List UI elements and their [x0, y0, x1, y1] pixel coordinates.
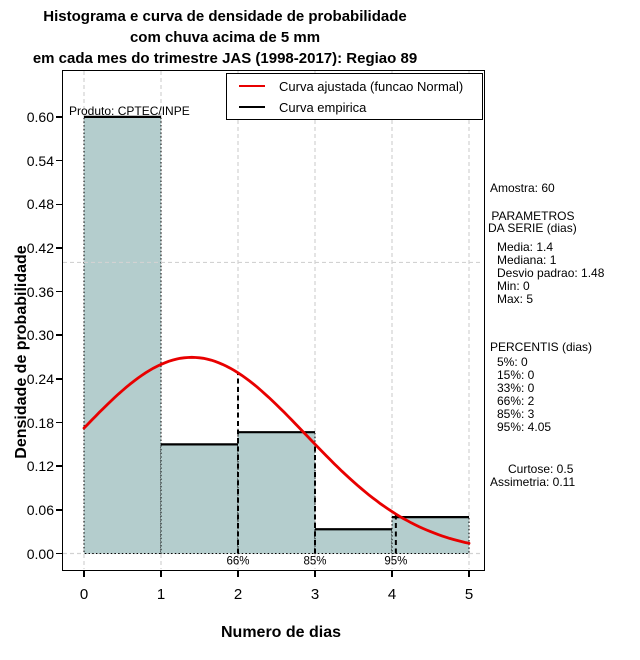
fitted-normal-curve	[82, 355, 471, 545]
stats-line: PARAMETROS	[488, 209, 575, 223]
y-axis-tick	[56, 552, 63, 555]
y-axis-tick	[56, 290, 63, 293]
y-axis-tick-label: 0.42	[26, 239, 54, 256]
stats-line: 95%: 4.05	[497, 420, 552, 434]
y-axis-tick-label: 0.06	[26, 501, 54, 518]
stats-line: Assimetria: 0.11	[490, 474, 576, 489]
parameters-list: Media: 1.4 Mediana: 1 Desvio padrao: 1.48 M…	[497, 241, 604, 306]
y-axis-tick-label: 0.18	[26, 414, 54, 431]
y-axis-tick	[56, 203, 63, 205]
legend-item: Curva ajustada (funcao Normal)	[227, 76, 482, 97]
legend-label: Curva empirica	[279, 99, 367, 115]
legend-box: Curva ajustada (funcao Normal) Curva empi…	[226, 73, 483, 120]
x-axis-tick-label: 3	[310, 586, 320, 603]
stats-line: 5%: 0	[497, 355, 528, 369]
y-axis-tick-label: 0.54	[26, 152, 54, 169]
y-axis-tick	[56, 465, 63, 467]
percentile-label-66%: 66%	[226, 556, 249, 568]
stats-line: 15%: 0	[497, 368, 535, 382]
y-axis-tick	[56, 334, 63, 336]
histogram-bar	[83, 116, 162, 554]
legend-line-swatch	[239, 84, 265, 88]
x-axis-title: Numero de dias	[220, 624, 342, 641]
histogram-plot: 66% 85% 95%	[63, 71, 483, 569]
stats-line: Desvio padrao: 1.48	[497, 266, 605, 280]
percentiles-header: PERCENTIS (dias)	[490, 340, 593, 354]
stats-line: Max: 5	[497, 292, 534, 306]
y-axis-tick	[56, 509, 63, 511]
y-axis-tick	[56, 159, 63, 162]
y-axis-tick	[56, 247, 63, 249]
y-axis-tick-label: 0.36	[26, 283, 54, 300]
chart-title-line1: Histograma e curva de densidade de proba…	[43, 8, 407, 25]
stats-line: Curtose: 0.5	[508, 462, 574, 476]
chart-title-line3: em cada mes do trimestre JAS (1998-2017)…	[32, 50, 418, 67]
parameters-header: PARAMETROS DA SERIE (dias)	[488, 209, 577, 235]
x-axis-tick	[468, 569, 470, 577]
stats-line: Mediana: 1	[497, 253, 557, 267]
x-axis-tick	[160, 569, 162, 577]
histogram-bar	[237, 431, 316, 554]
x-axis-tick	[314, 569, 316, 577]
y-axis-tick-label: 0.24	[26, 370, 54, 387]
legend-label: Curva ajustada (funcao Normal)	[279, 78, 464, 94]
y-axis-tick	[56, 116, 63, 118]
legend-line-swatch	[239, 105, 265, 109]
stats-line: Min: 0	[497, 279, 530, 293]
y-axis-tick-label: 0.30	[26, 327, 54, 344]
watermark-label: Produto: CPTEC/INPE	[69, 104, 190, 118]
sample-size-label: Amostra: 60	[490, 181, 555, 195]
legend-item: Curva empirica	[227, 97, 482, 118]
percentile-label-85%: 85%	[303, 556, 326, 568]
histogram-bar	[391, 516, 470, 554]
histogram-bar	[314, 528, 393, 554]
x-axis-tick-label: 2	[233, 586, 243, 603]
y-axis-tick	[56, 421, 63, 424]
chart-title-line2: com chuva acima de 5 mm	[129, 29, 321, 46]
x-axis-tick-label: 4	[387, 586, 397, 603]
x-axis-tick	[237, 569, 239, 577]
y-axis-tick-label: 0.48	[26, 196, 54, 213]
shape-stats-list: Curtose: 0.5 Assimetria: 0.11	[490, 463, 575, 488]
x-axis-tick-label: 5	[464, 586, 474, 603]
stats-line: DA SERIE (dias)	[488, 220, 577, 235]
y-axis-tick	[56, 378, 63, 380]
x-axis-tick	[391, 569, 393, 577]
y-axis-tick-label: 0.00	[26, 545, 54, 562]
histogram-bar	[160, 443, 239, 554]
x-axis-tick-label: 0	[79, 586, 89, 603]
stats-line: 33%: 0	[497, 381, 535, 395]
percentile-label-95%: 95%	[384, 556, 407, 568]
stats-line: 85%: 3	[497, 407, 535, 421]
chart-title: Histograma e curva de densidade de proba…	[0, 6, 450, 69]
stats-line: Media: 1.4	[497, 240, 554, 254]
x-axis-tick-label: 1	[156, 586, 166, 603]
percentiles-list: 5%: 0 15%: 0 33%: 0 66%: 2 85%: 3 95%: 4.05	[497, 356, 551, 434]
y-axis-tick-label: 0.12	[26, 458, 54, 475]
x-axis-tick	[83, 569, 85, 577]
y-axis-tick-label: 0.60	[26, 108, 54, 125]
stats-line: 66%: 2	[497, 394, 535, 408]
